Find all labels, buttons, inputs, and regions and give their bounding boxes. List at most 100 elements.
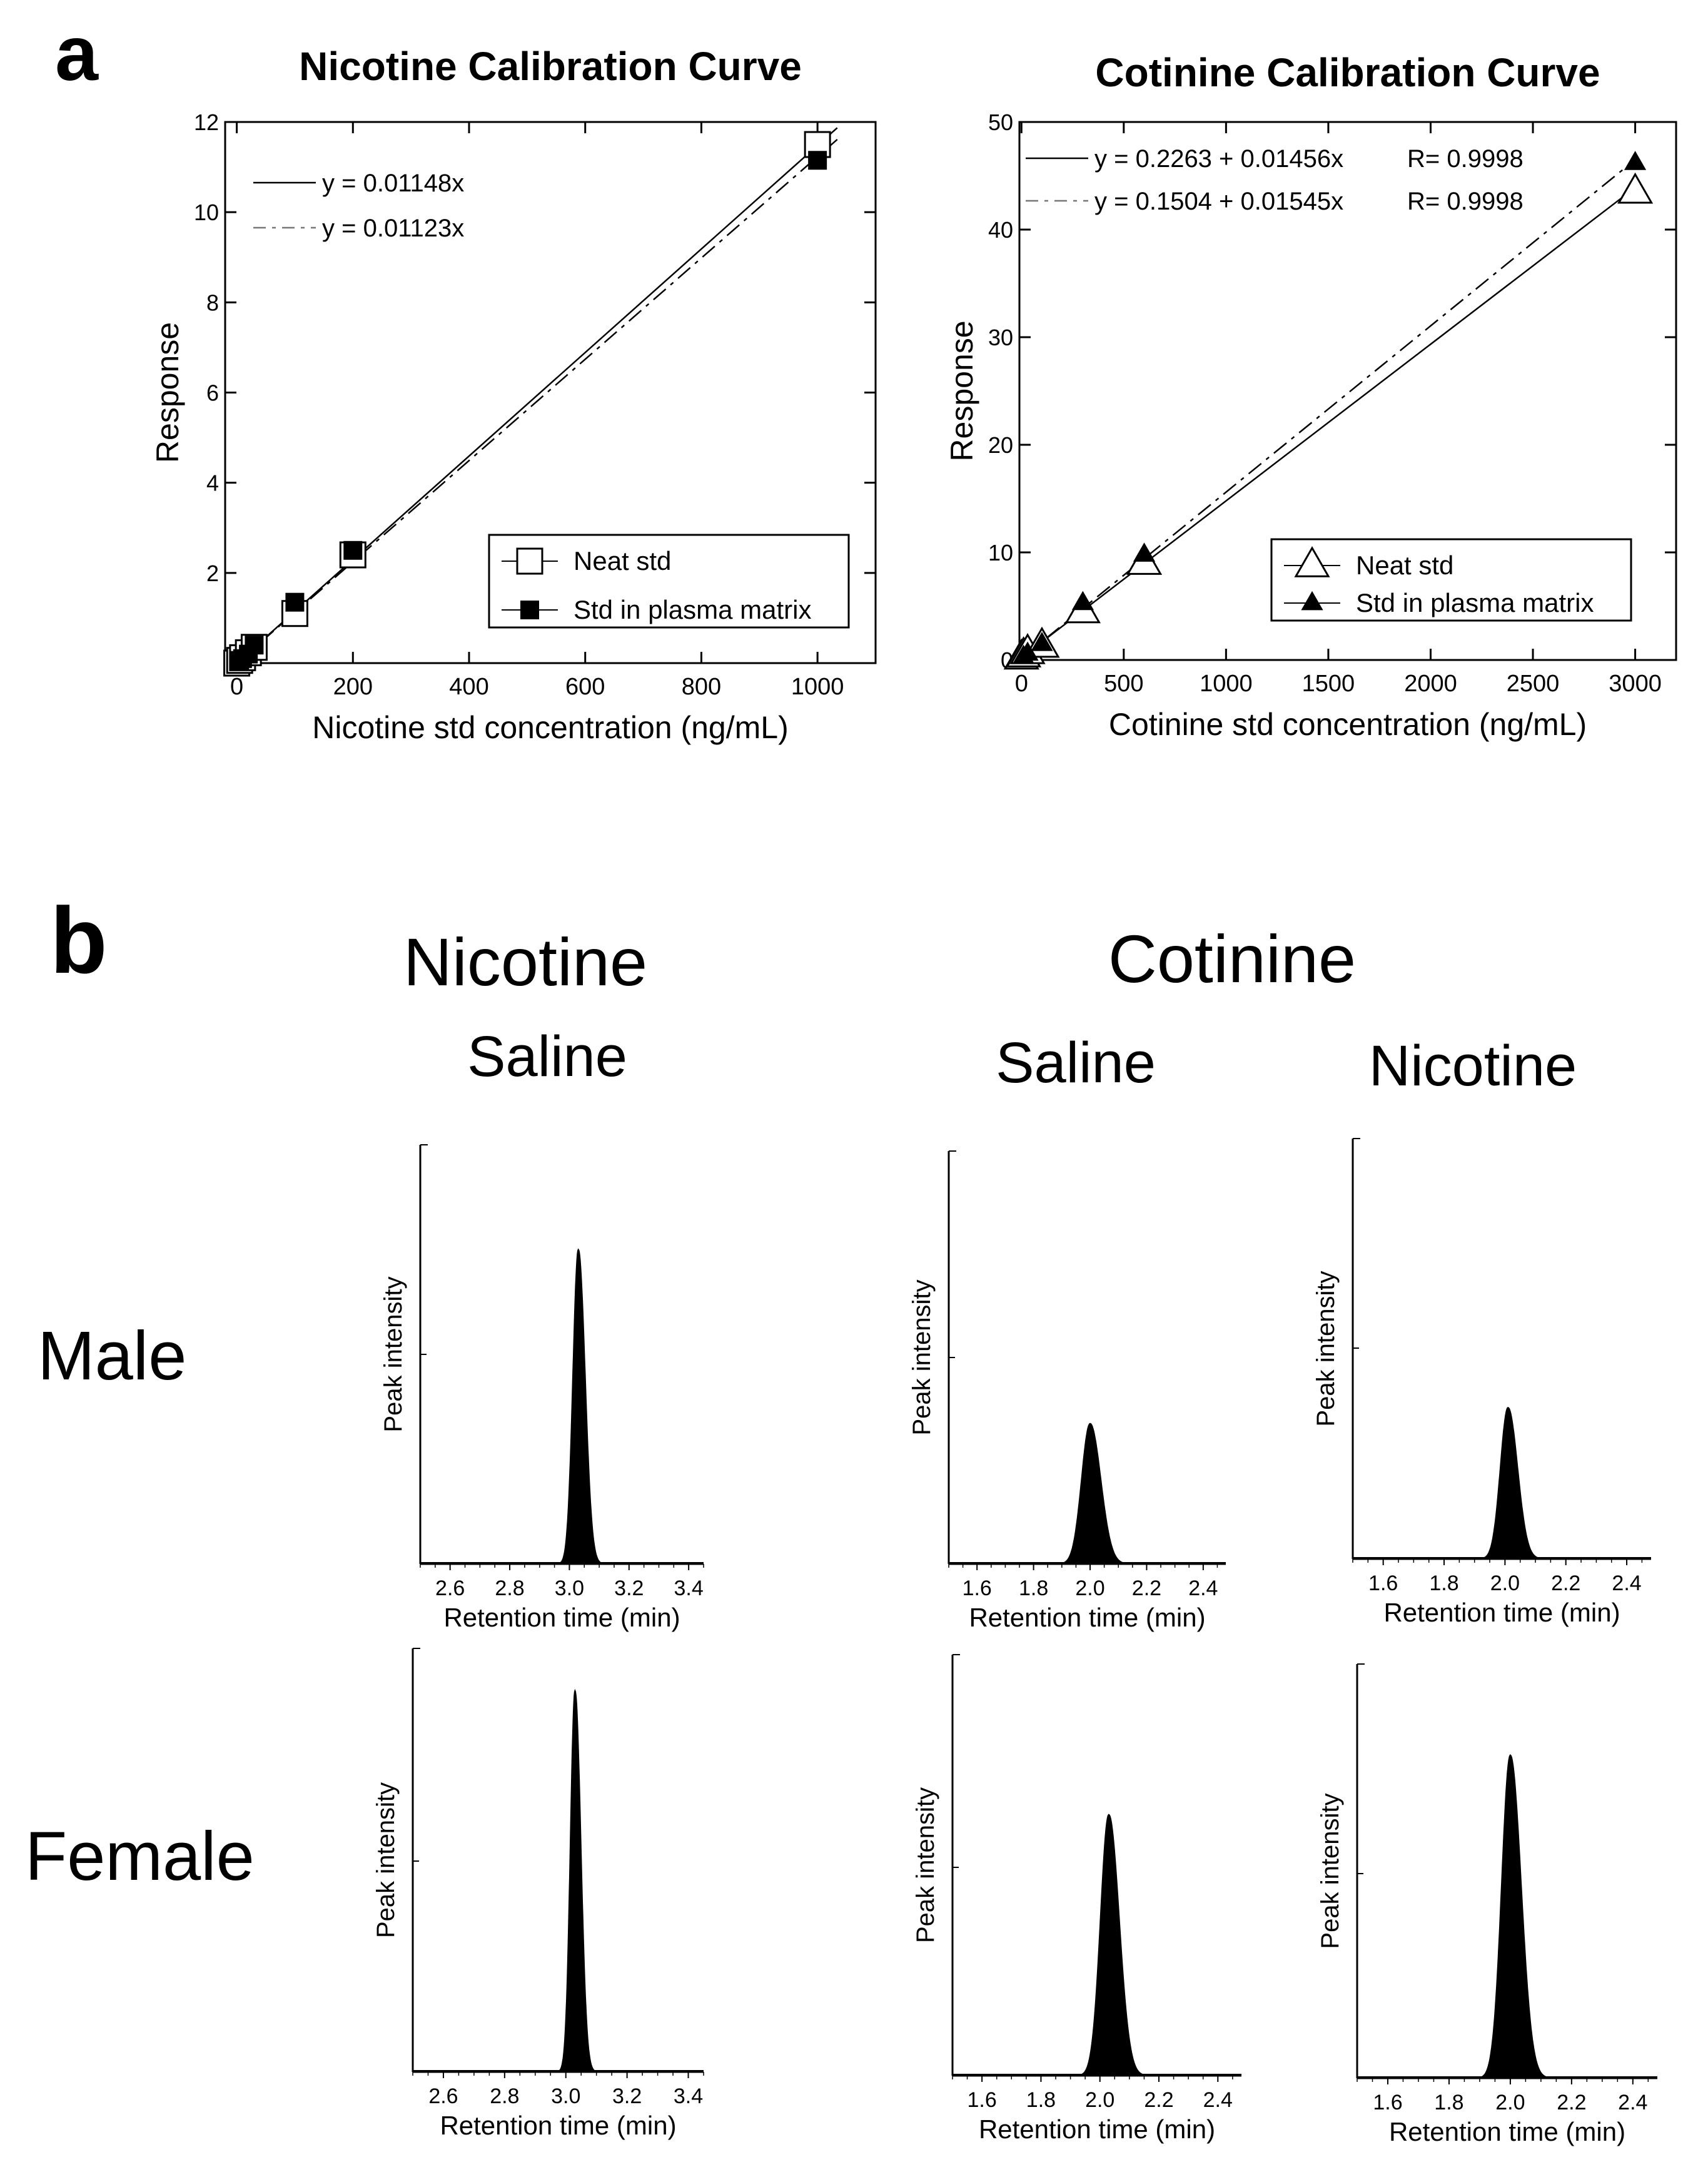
x-tick-label: 2.0 — [1075, 1576, 1104, 1600]
nicotine_calibration-chart: Nicotine Calibration Curve 0 200 400 600 800 1… — [150, 44, 877, 745]
x-tick-label: 2.0 — [1085, 2088, 1114, 2112]
panel-a-label: a — [55, 11, 99, 97]
legend-marker — [1301, 591, 1323, 611]
y-tick-label: 8 — [206, 290, 219, 315]
x-tick-label: 0 — [1015, 671, 1028, 697]
fit-equation-label: y = 0.1504 + 0.01545x — [1094, 188, 1343, 215]
legend-box — [1270, 538, 1632, 622]
x-tick-label: 1.6 — [968, 2088, 997, 2112]
x-tick-label: 2.8 — [495, 1576, 524, 1600]
data-point-plasma — [1031, 632, 1053, 651]
y-axis-label: Peak intensity — [1312, 1271, 1340, 1426]
y-axis-label: Peak intensity — [380, 1276, 407, 1432]
x-tick-label: 2.2 — [1132, 1576, 1161, 1600]
row-title-male: Male — [38, 1317, 186, 1394]
legend-label: Std in plasma matrix — [574, 595, 811, 624]
x-axis-label: Retention time (min) — [1389, 2117, 1625, 2146]
x-tick-label: 1000 — [791, 674, 844, 700]
x-tick-label: 500 — [1104, 671, 1143, 697]
data-point-plasma — [285, 592, 305, 612]
row-title-female: Female — [25, 1818, 255, 1895]
legend-box — [488, 534, 850, 629]
y-axis-label: Response — [944, 320, 979, 461]
fit-line-2 — [1021, 158, 1637, 659]
x-tick-label: 1.6 — [1373, 2091, 1402, 2114]
legend-label: Neat std — [1356, 551, 1453, 580]
y-tick-label: 12 — [194, 109, 219, 135]
x-tick-label: 1.8 — [1019, 1576, 1048, 1600]
x-tick-label: 2.2 — [1144, 2088, 1173, 2112]
male_cotinine_saline-chromatogram: 1.6 1.8 2.0 2.2 2.4 Retention time (min) Peak … — [908, 1150, 1226, 1632]
x-tick-label: 800 — [682, 674, 721, 700]
data-point-neat — [1617, 172, 1654, 204]
column-title-cotinine-saline: Saline — [996, 1031, 1156, 1095]
panel-b-label: b — [50, 888, 108, 993]
x-tick-label: 1500 — [1302, 671, 1355, 697]
x-tick-label: 2500 — [1507, 671, 1560, 697]
y-axis-label: Peak intensity — [908, 1279, 936, 1435]
x-tick-label: 2000 — [1404, 671, 1457, 697]
x-tick-label: 3.2 — [612, 2084, 642, 2108]
y-tick-label: 30 — [988, 325, 1013, 350]
x-tick-label: 3.4 — [674, 1576, 704, 1600]
legend-marker — [516, 547, 543, 575]
x-axis-label: Cotinine std concentration (ng/mL) — [1109, 707, 1587, 742]
x-tick-label: 3.0 — [551, 2084, 580, 2108]
data-point-plasma — [1071, 591, 1094, 611]
x-tick-label: 1.6 — [1368, 1571, 1398, 1595]
fit-r-label: R= 0.9998 — [1407, 145, 1524, 173]
x-tick-label: 2.0 — [1490, 1571, 1520, 1595]
x-tick-label: 1000 — [1200, 671, 1253, 697]
x-tick-label: 2.2 — [1557, 2091, 1586, 2114]
chromatogram-peak — [1467, 1753, 1562, 2079]
y-tick-label: 10 — [194, 200, 219, 225]
x-tick-label: 200 — [333, 674, 373, 700]
x-tick-label: 2.0 — [1495, 2091, 1525, 2114]
x-tick-label: 2.4 — [1612, 1571, 1641, 1595]
x-tick-label: 400 — [449, 674, 488, 700]
y-tick-label: 40 — [988, 217, 1013, 243]
x-axis-label: Retention time (min) — [969, 1603, 1205, 1632]
x-axis-label: Retention time (min) — [1383, 1598, 1620, 1627]
x-tick-label: 3.0 — [555, 1576, 584, 1600]
legend-marker — [1294, 546, 1330, 577]
y-axis-label: Peak intensity — [912, 1787, 939, 1943]
fit-equation-label: y = 0.01123x — [322, 215, 464, 242]
y-tick-label: 2 — [206, 561, 219, 586]
legend-label: Neat std — [574, 546, 671, 576]
x-tick-label: 2.4 — [1188, 1576, 1218, 1600]
chromatogram-peak — [551, 1248, 611, 1565]
y-axis-label: Peak intensity — [372, 1782, 400, 1938]
x-tick-label: 1.8 — [1434, 2091, 1463, 2114]
y-tick-label: 20 — [988, 432, 1013, 458]
legend-label: Std in plasma matrix — [1356, 588, 1594, 617]
x-tick-label: 2.6 — [428, 2084, 458, 2108]
data-point-plasma — [343, 540, 363, 560]
chromatogram-peak — [1048, 1423, 1141, 1565]
x-tick-label: 1.8 — [1429, 1571, 1458, 1595]
x-tick-label: 3.4 — [674, 2084, 703, 2108]
data-point-plasma — [1133, 542, 1156, 562]
data-point-plasma — [808, 151, 827, 170]
x-tick-label: 2.2 — [1551, 1571, 1580, 1595]
x-tick-label: 1.8 — [1026, 2088, 1056, 2112]
group-title-cotinine: Cotinine — [1108, 921, 1356, 997]
fit-line-2 — [236, 139, 838, 664]
chromatogram-peak — [552, 1688, 603, 2073]
x-axis-label: Nicotine std concentration (ng/mL) — [312, 710, 788, 745]
fit-line-1 — [1021, 185, 1637, 659]
female_cotinine_nicotine-chromatogram: 1.6 1.8 2.0 2.2 2.4 Retention time (min) Peak … — [1316, 1663, 1657, 2146]
legend-marker — [520, 601, 539, 619]
chromatogram-peak — [1470, 1406, 1554, 1560]
y-tick-label: 50 — [988, 109, 1013, 135]
fit-r-label: R= 0.9998 — [1407, 188, 1524, 215]
cotinine_calibration-chart: Cotinine Calibration Curve 0 500 1000 1500 20… — [944, 50, 1677, 742]
x-tick-label: 3000 — [1609, 671, 1662, 697]
plot-frame — [1018, 121, 1677, 661]
x-tick-label: 3.2 — [614, 1576, 644, 1600]
chart-title: Cotinine Calibration Curve — [1095, 50, 1600, 95]
fit-line-1 — [236, 127, 838, 664]
fit-equation-label: y = 0.01148x — [322, 170, 464, 197]
x-tick-label: 1.6 — [963, 1576, 992, 1600]
